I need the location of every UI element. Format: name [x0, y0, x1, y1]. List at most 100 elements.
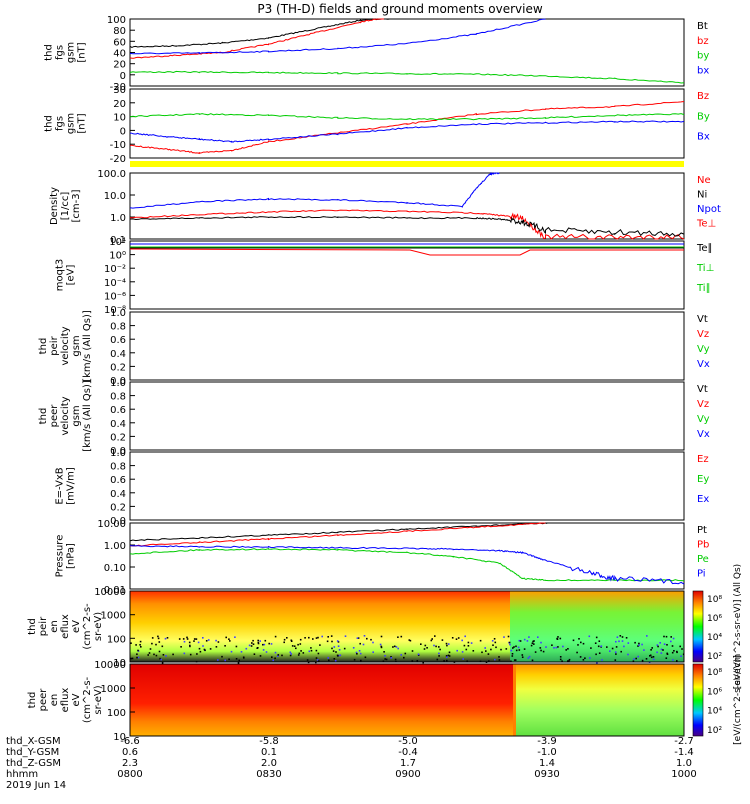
heatmap-peir-pixel: [638, 644, 640, 647]
panel-frame: [129, 451, 685, 521]
heatmap-peir-pixel: [151, 637, 154, 639]
z-val-0: 2.3: [122, 758, 138, 769]
heatmap-peir-pixel: [615, 640, 617, 643]
ytick-label: 0.8: [110, 392, 126, 403]
heatmap-peir-pixel: [189, 644, 191, 647]
ylabel-line: peir: [38, 616, 49, 636]
colorbar-peer: [692, 663, 704, 737]
panel-frame: [129, 88, 685, 159]
heatmap-peir-pixel: [680, 655, 682, 657]
ytick-label: 1.0: [110, 378, 126, 389]
heatmap-peir-pixel: [671, 651, 674, 654]
ylabel-line: gsm: [71, 335, 82, 356]
heatmap-peir-pixel: [555, 646, 558, 649]
heatmap-peir-pixel: [263, 643, 266, 646]
heatmap-peir-pixel: [512, 647, 514, 649]
heatmap-peir-pixel: [557, 636, 559, 638]
heatmap-peir-pixel: [568, 658, 571, 661]
heatmap-peir-pixel: [339, 654, 342, 657]
series-line-Pi: [129, 545, 685, 585]
heatmap-peir-pixel: [488, 660, 490, 662]
ytick-label: 10: [113, 113, 126, 124]
heatmap-peir-pixel: [131, 657, 134, 660]
ylabel-line: moqt3: [55, 259, 66, 292]
ytick-label: 10.0: [104, 191, 126, 202]
heatmap-peir-pixel: [203, 648, 206, 651]
legend-by: by: [697, 51, 709, 62]
series-line-Ne: [129, 209, 685, 240]
series-line-Npot: [129, 171, 500, 209]
ytick-label: 100: [107, 708, 126, 719]
heatmap-peir-pixel: [485, 650, 487, 652]
heatmap-peir-pixel: [250, 645, 253, 647]
heatmap-peir-pixel: [663, 643, 666, 645]
ytick-label: 0.8: [110, 322, 126, 333]
legend-Vx: Vx: [697, 359, 710, 370]
heatmap-peir-pixel: [264, 639, 267, 642]
heatmap-peir-pixel: [315, 657, 318, 659]
heatmap-peir-pixel: [521, 654, 524, 656]
heatmap-peir-pixel: [359, 652, 362, 655]
heatmap-peir-pixel: [372, 641, 374, 644]
series-line-Bx: [129, 120, 685, 143]
legend-Ez: Ez: [697, 454, 709, 465]
heatmap-peir-pixel: [317, 652, 320, 655]
footer-label-hhmm: hhmm: [6, 769, 38, 780]
panel-frame: [129, 590, 685, 663]
heatmap-peir-pixel: [446, 656, 448, 658]
ytick-label: -20: [110, 154, 126, 165]
heatmap-peir-pixel: [235, 645, 238, 648]
heatmap-peir-pixel: [580, 641, 582, 644]
heatmap-peir-pixel: [245, 647, 248, 650]
heatmap-peir-pixel: [448, 655, 451, 657]
heatmap-peir-pixel: [182, 638, 185, 640]
heatmap-peir-pixel: [306, 659, 309, 661]
colorbar-label: [eV/(cm^2-s-sr-eV)] (All Qs): [733, 564, 743, 689]
heatmap-peir-pixel: [196, 653, 198, 655]
heatmap-peir-pixel: [420, 643, 422, 645]
heatmap-peir-pixel: [356, 637, 359, 639]
ylabel-line: gsm: [71, 405, 82, 426]
heatmap-peir-pixel: [681, 648, 683, 650]
ylabel-line: [eV]: [66, 265, 77, 286]
heatmap-peir-pixel: [257, 641, 260, 644]
heatmap-peir-pixel: [436, 658, 439, 661]
heatmap-peir-pixel: [380, 635, 383, 638]
heatmap-peir-pixel: [521, 656, 524, 658]
heatmap-peir-pixel: [300, 650, 302, 652]
heatmap-peir-pixel: [423, 648, 426, 650]
heatmap-peir-pixel: [451, 637, 454, 639]
heatmap-peir-pixel: [359, 642, 361, 645]
legend-bx: bx: [697, 65, 709, 76]
z-val-4: 1.0: [676, 758, 692, 769]
heatmap-peir-pixel: [426, 647, 428, 649]
heatmap-peir-pixel: [614, 651, 617, 653]
ytick-label: 100: [107, 15, 126, 26]
heatmap-peir-pixel: [161, 645, 164, 648]
y-val-0: 0.6: [122, 747, 138, 758]
heatmap-peir-pixel: [542, 650, 545, 653]
ytick-label: 40: [113, 49, 126, 60]
heatmap-peir-pixel: [646, 635, 648, 637]
ytick-label: -10: [110, 140, 126, 151]
ylabel-line: [nT]: [77, 42, 88, 62]
heatmap-peir-pixel: [447, 654, 450, 657]
heatmap-peir-pixel: [274, 635, 277, 638]
heatmap-peir-pixel: [635, 657, 637, 660]
panel-frame: [129, 311, 685, 381]
heatmap-peir-pixel: [178, 638, 181, 640]
heatmap-peir-pixel: [205, 640, 208, 642]
ylabel-line: thd: [27, 618, 38, 635]
heatmap-peir-pixel: [159, 657, 161, 660]
heatmap-peir-pixel: [252, 643, 255, 645]
legend-Bt: Bt: [697, 21, 708, 32]
heatmap-peir-pixel: [229, 640, 231, 642]
heatmap-peir-pixel: [160, 658, 162, 661]
heatmap-peir-pixel: [518, 649, 521, 651]
heatmap-peir-pixel: [595, 636, 598, 639]
heatmap-peir-pixel: [472, 650, 475, 652]
ytick-label: 0.0: [110, 446, 126, 457]
heatmap-peir-pixel: [298, 652, 301, 655]
heatmap-peir-pixel: [672, 637, 675, 640]
heatmap-peir-pixel: [217, 641, 220, 643]
